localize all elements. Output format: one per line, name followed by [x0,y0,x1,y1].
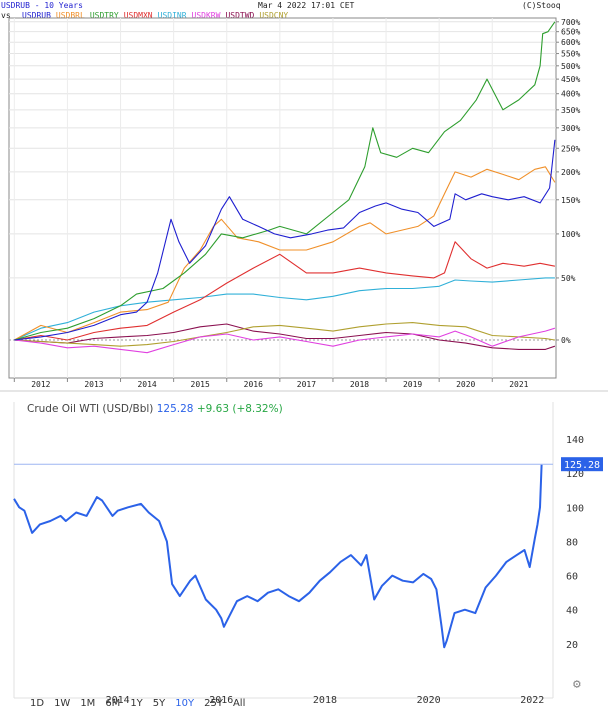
wti-plot: 140 120 100 80 60 40 20 2014 2016 2018 2020 2022 125… [13,402,603,706]
current-price-tag-label: 125.28 [564,460,600,471]
legend-usdinr: USDINR [157,11,187,20]
wti-x-tick-label: 2014 [106,695,130,706]
wti-title-row: Crude Oil WTI (USD/Bbl) 125.28 +9.63 (+8… [27,403,283,415]
series-line-usdtry [14,21,556,341]
series-line-usdbrl [14,166,556,341]
wti-y-tick-label: 80 [566,537,578,548]
y-tick-label: 0% [561,336,571,345]
wti-x-tick-label: 2022 [520,695,544,706]
y-tick-label: 400% [561,90,580,99]
series-line-usdkrw [14,327,556,354]
wti-last-value: 125.28 [156,403,194,415]
wti-y-tick-label: 40 [566,606,578,617]
series-line-usdcny [14,322,555,347]
y-tick-label: 550% [561,50,580,59]
stooq-title: USDRUB - 10 Years [1,1,83,10]
x-tick-label: 2021 [509,380,528,389]
y-tick-label: 200% [561,168,580,177]
wti-change: +9.63 (+8.32%) [196,403,283,415]
wti-x-tick-label: 2016 [209,695,233,706]
gear-icon[interactable]: ⚙ [573,677,581,692]
wti-chart-panel: 140 120 100 80 60 40 20 2014 2016 2018 2020 2022 125… [0,392,608,712]
range-button-6m[interactable]: 6M [105,698,121,709]
legend-usdkrw: USDKRW [191,11,221,20]
series-line-usdmxn [14,241,556,341]
x-tick-label: 2019 [403,380,422,389]
wti-title: Crude Oil WTI (USD/Bbl) [27,403,154,415]
legend-usdmxn: USDMXN [123,11,153,20]
y-tick-label: 150% [561,196,580,205]
y-tick-label: 350% [561,106,580,115]
legend-usdcny: USDCNY [259,11,289,20]
current-price-tag [561,457,603,472]
y-tick-label: 50% [561,274,576,283]
wti-y-tick-label: 120 [566,469,584,480]
x-tick-label: 2018 [350,380,369,389]
y-tick-label: 450% [561,75,580,84]
wti-x-tick-label: 2018 [313,695,337,706]
legend-usdbrl: USDBRL [55,11,85,20]
y-tick-label: 500% [561,62,580,71]
y-tick-label: 100% [561,230,580,239]
x-tick-label: 2013 [84,380,103,389]
series-line-usdinr [14,277,555,341]
wti-x-tick-label: 2020 [417,695,441,706]
x-tick-label: 2020 [456,380,475,389]
y-tick-label: 250% [561,144,580,153]
range-button-25y[interactable]: 25Y [204,698,223,709]
x-tick-label: 2016 [244,380,263,389]
stooq-copyright: (C)Stooq [522,1,561,10]
x-tick-label: 2014 [137,380,156,389]
x-tick-label: 2017 [297,380,316,389]
stooq-plot-frame [8,17,557,379]
range-button-5y[interactable]: 5Y [152,698,166,709]
legend-usdrub: USDRUB [22,11,51,20]
wti-y-tick-label: 100 [566,503,584,514]
x-tick-label: 2012 [31,380,50,389]
stooq-plot: 700%650%600% 550% 500% 450% 400% 350% 300% 250%… [0,17,608,392]
y-tick-label: 650% [561,28,580,37]
wti-price-line [13,464,543,649]
range-button-10y[interactable]: 10Y [175,698,195,709]
wti-y-tick-label: 20 [566,640,578,651]
series-line-usdtwd [14,323,556,350]
y-tick-label: 300% [561,124,580,133]
legend-usdtry: USDTRY [89,11,119,20]
vs-label: vs [1,11,11,20]
range-button-1d[interactable]: 1D [30,698,45,709]
legend-usdtwd: USDTWD [225,11,255,20]
range-button-1y[interactable]: 1Y [130,698,143,709]
y-tick-label: 600% [561,38,580,47]
range-button-all[interactable]: All [232,698,246,709]
range-button-1m[interactable]: 1M [80,698,96,709]
series-line-usdrub [14,139,556,341]
wti-y-tick-label: 140 [566,435,584,446]
range-button-1w[interactable]: 1W [54,698,71,709]
stooq-chart-panel: USDRUB - 10 Years Mar 4 2022 17:01 CET (… [0,1,608,392]
stooq-date: Mar 4 2022 17:01 CET [258,1,355,10]
x-tick-label: 2015 [191,380,210,389]
y-tick-label: 700% [561,18,580,27]
wti-y-tick-label: 60 [566,572,578,583]
stooq-legend: USDRUB USDBRL USDTRY USDMXN USDINR USDKRW USDT… [22,11,293,20]
range-selector: 1D 1W 1M 6M 1Y 5Y 10Y 25Y All [30,698,255,709]
